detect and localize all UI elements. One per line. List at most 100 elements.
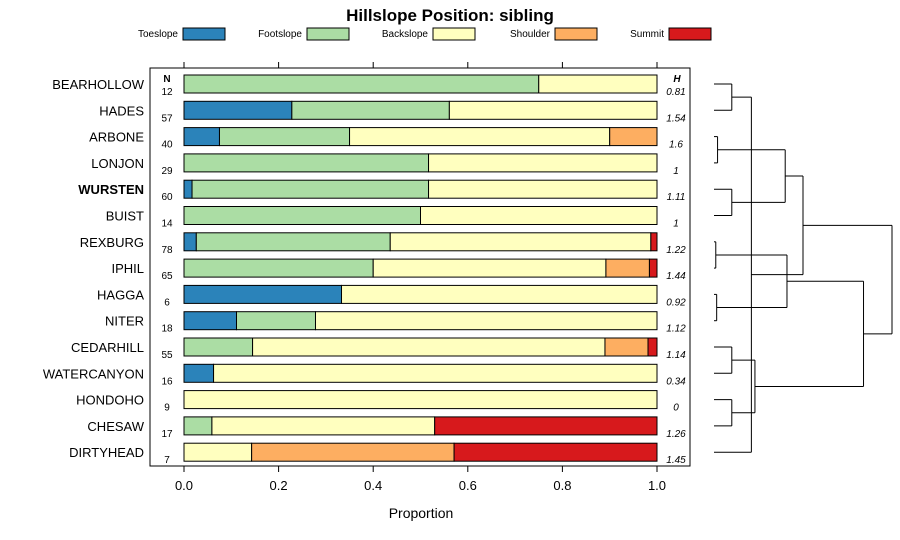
- n-value: 55: [161, 350, 173, 361]
- h-value: 1.44: [666, 271, 686, 282]
- bar-segment: [183, 127, 220, 147]
- h-value: 0.81: [666, 87, 685, 98]
- bar-segment: [183, 337, 254, 357]
- bar-segment: [349, 127, 611, 147]
- bar-segment: [211, 416, 436, 436]
- category-label: REXBURG: [80, 235, 144, 250]
- n-labels: 12 57 40 29 60 14 78 65 6 18 55 16 9 17 7: [161, 87, 173, 466]
- legend-label: Shoulder: [510, 29, 551, 40]
- h-value: 0: [673, 403, 679, 414]
- n-value: 9: [164, 403, 170, 414]
- bar-segment: [183, 74, 540, 94]
- category-label: HAGGA: [97, 287, 144, 302]
- n-value: 78: [161, 245, 173, 256]
- bar-segment: [183, 232, 197, 252]
- category-label: DIRTYHEAD: [69, 445, 144, 460]
- h-value: 1.14: [666, 350, 686, 361]
- bar-segment: [314, 311, 658, 331]
- bar-segment: [218, 127, 351, 147]
- chart-title: Hillslope Position: sibling: [346, 6, 554, 25]
- bar-segment: [428, 179, 658, 199]
- category-label: HONDOHO: [76, 393, 144, 408]
- category-label: BUIST: [106, 209, 144, 224]
- n-value: 57: [161, 113, 173, 124]
- legend-label: Backslope: [382, 29, 429, 40]
- n-value: 40: [161, 140, 173, 151]
- legend-swatch: [182, 27, 226, 41]
- h-value: 1.54: [666, 113, 686, 124]
- bar-segment: [183, 442, 253, 462]
- category-label: IPHIL: [111, 261, 144, 276]
- n-value: 17: [161, 429, 173, 440]
- category-label: BEARHOLLOW: [52, 77, 144, 92]
- x-axis-label: Proportion: [389, 505, 454, 521]
- n-value: 18: [161, 324, 173, 335]
- bar-segment: [448, 100, 658, 120]
- bar-segment: [453, 442, 658, 462]
- category-label: LONJON: [91, 156, 144, 171]
- n-value: 29: [161, 166, 173, 177]
- x-axis: 0.0 0.2 0.4 0.6 0.8 1.0: [175, 62, 666, 493]
- legend-label: Toeslope: [138, 29, 178, 40]
- bar-segment: [183, 206, 421, 225]
- bar-segment: [434, 416, 658, 436]
- n-value: 16: [161, 376, 173, 387]
- n-value: 60: [161, 192, 173, 203]
- bar-segment: [650, 232, 658, 252]
- h-value: 1.6: [669, 140, 683, 151]
- bar-segment: [183, 311, 238, 331]
- bar-segment: [183, 258, 374, 278]
- bar-segment: [605, 258, 650, 278]
- legend-swatch: [668, 27, 712, 41]
- category-label: HADES: [99, 103, 144, 118]
- bar-segment: [389, 232, 652, 252]
- bar-segment: [538, 74, 658, 94]
- legend-label: Footslope: [258, 29, 302, 40]
- bar-segment: [236, 311, 316, 331]
- legend: Toeslope Footslope Backslope Shoulder Summit: [138, 27, 712, 41]
- bar-segment: [341, 284, 658, 304]
- bar-segment: [183, 153, 430, 173]
- h-value: 1.11: [667, 192, 686, 203]
- x-tick-label: 0.4: [364, 478, 382, 493]
- h-value: 1.45: [666, 455, 686, 466]
- y-axis-labels: BEARHOLLOW HADES ARBONE LONJON WURSTEN BUIST R…: [43, 77, 145, 460]
- bar-segment: [648, 258, 658, 278]
- category-label: CEDARHILL: [71, 340, 144, 355]
- x-tick-label: 0.2: [270, 478, 288, 493]
- n-header: N: [163, 74, 170, 85]
- h-value: 0.34: [666, 376, 686, 387]
- bar-segment: [183, 179, 193, 199]
- bar-segment: [251, 442, 455, 462]
- category-label: CHESAW: [87, 419, 144, 434]
- dendrogram: [714, 83, 893, 453]
- bar-segment: [647, 337, 658, 357]
- n-value: 7: [164, 455, 170, 466]
- n-value: 6: [164, 297, 170, 308]
- bar-segment: [609, 127, 658, 147]
- bar-segment: [191, 179, 430, 199]
- bar-segment: [183, 416, 213, 436]
- h-value: 1: [673, 219, 679, 230]
- x-tick-label: 0.8: [553, 478, 571, 493]
- h-labels: 0.81 1.54 1.6 1 1.11 1 1.22 1.44 0.92 1.12 1.14 0.3…: [666, 87, 686, 466]
- plot-frame: [149, 67, 691, 467]
- bar-segment: [183, 100, 293, 120]
- category-label: ARBONE: [89, 130, 144, 145]
- bar-segment: [195, 232, 391, 252]
- bar-segment: [420, 206, 658, 225]
- x-tick-label: 0.0: [175, 478, 193, 493]
- x-tick-label: 0.6: [459, 478, 477, 493]
- bar-segment: [183, 363, 215, 383]
- bar-segment: [428, 153, 658, 173]
- category-label: WURSTEN: [78, 182, 144, 197]
- h-value: 0.92: [666, 297, 686, 308]
- bar-segment: [252, 337, 606, 357]
- n-value: 14: [161, 219, 173, 230]
- bar-segment: [183, 390, 658, 410]
- bar-segment: [213, 363, 658, 383]
- h-value: 1.22: [666, 245, 686, 256]
- legend-swatch: [554, 27, 598, 41]
- category-label: NITER: [105, 314, 144, 329]
